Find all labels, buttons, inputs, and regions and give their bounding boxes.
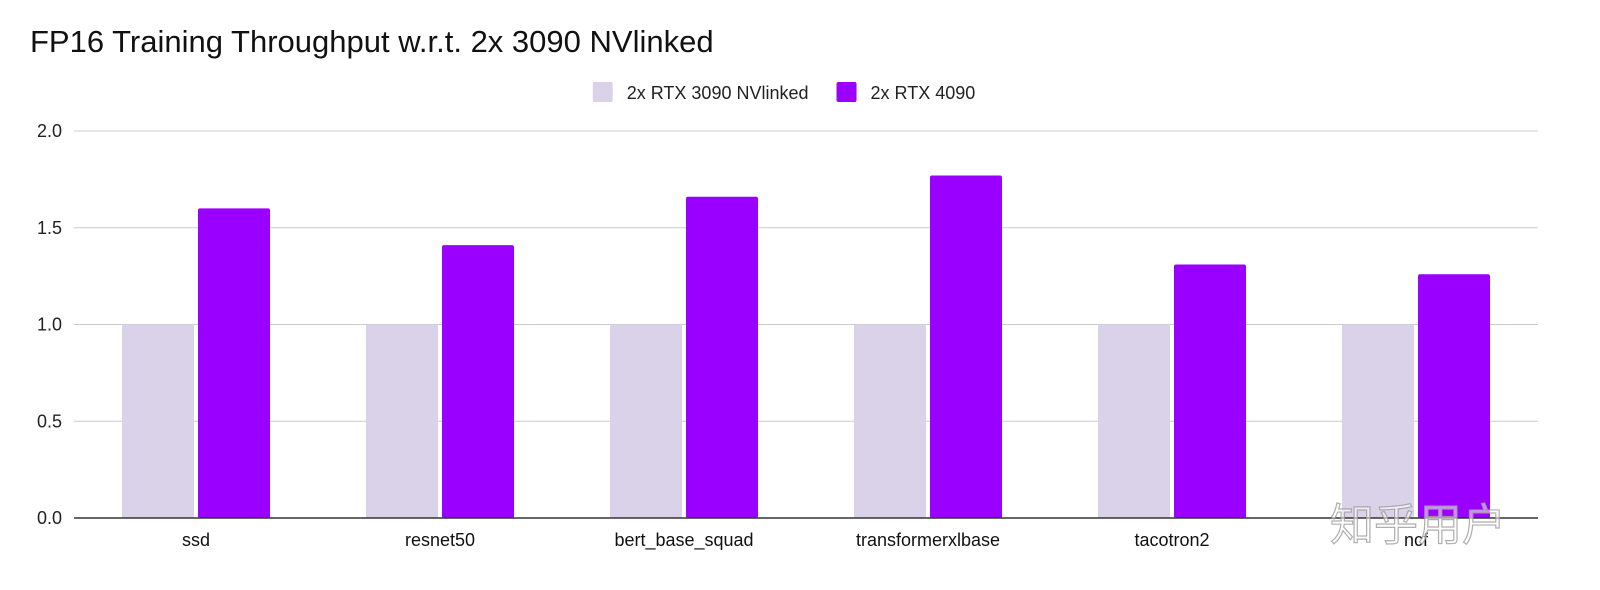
legend-label-0: 2x RTX 3090 NVlinked — [627, 83, 809, 103]
bar-bert_base_squad-series-0 — [610, 324, 682, 518]
y-tick-label: 0.5 — [37, 411, 62, 431]
chart-title: FP16 Training Throughput w.r.t. 2x 3090 … — [30, 24, 714, 59]
bar-transformerxlbase-series-0 — [854, 324, 926, 518]
bar-bert_base_squad-series-1 — [686, 196, 758, 519]
bar-ncf-series-0 — [1342, 324, 1414, 518]
watermark: 知乎用户 — [1330, 500, 1506, 551]
bar-resnet50-series-0 — [366, 324, 438, 518]
y-tick-label: 0.0 — [37, 508, 62, 528]
bar-tacotron2-series-0 — [1098, 324, 1170, 518]
legend-swatch-0 — [592, 82, 613, 102]
bar-tacotron2-series-1 — [1174, 264, 1246, 518]
x-axis-labels: ssd resnet50 bert_base_squad transformerxlb… — [182, 530, 1429, 551]
bar-ssd-series-0 — [122, 324, 194, 518]
x-tick-label: ssd — [182, 530, 210, 550]
bar-transformerxlbase-series-1 — [930, 175, 1002, 518]
bar-ssd-series-1 — [198, 208, 270, 518]
bar-resnet50-series-1 — [442, 245, 514, 519]
y-axis-ticks: 0.0 0.5 1.0 1.5 2.0 — [37, 121, 62, 528]
y-tick-label: 2.0 — [37, 121, 62, 141]
x-tick-label: resnet50 — [405, 530, 475, 550]
x-tick-label: transformerxlbase — [856, 530, 1000, 550]
legend-swatch-1 — [836, 82, 857, 102]
x-tick-label: ncf — [1404, 530, 1429, 550]
legend: 2x RTX 3090 NVlinked 2x RTX 4090 — [592, 82, 976, 103]
gridlines — [74, 130, 1538, 422]
y-tick-label: 1.0 — [37, 315, 62, 335]
bar-ncf-series-1 — [1418, 274, 1490, 518]
y-tick-label: 1.5 — [37, 218, 62, 238]
bars — [122, 175, 1490, 519]
legend-label-1: 2x RTX 4090 — [871, 83, 976, 103]
x-tick-label: bert_base_squad — [614, 530, 753, 551]
x-tick-label: tacotron2 — [1134, 530, 1209, 550]
